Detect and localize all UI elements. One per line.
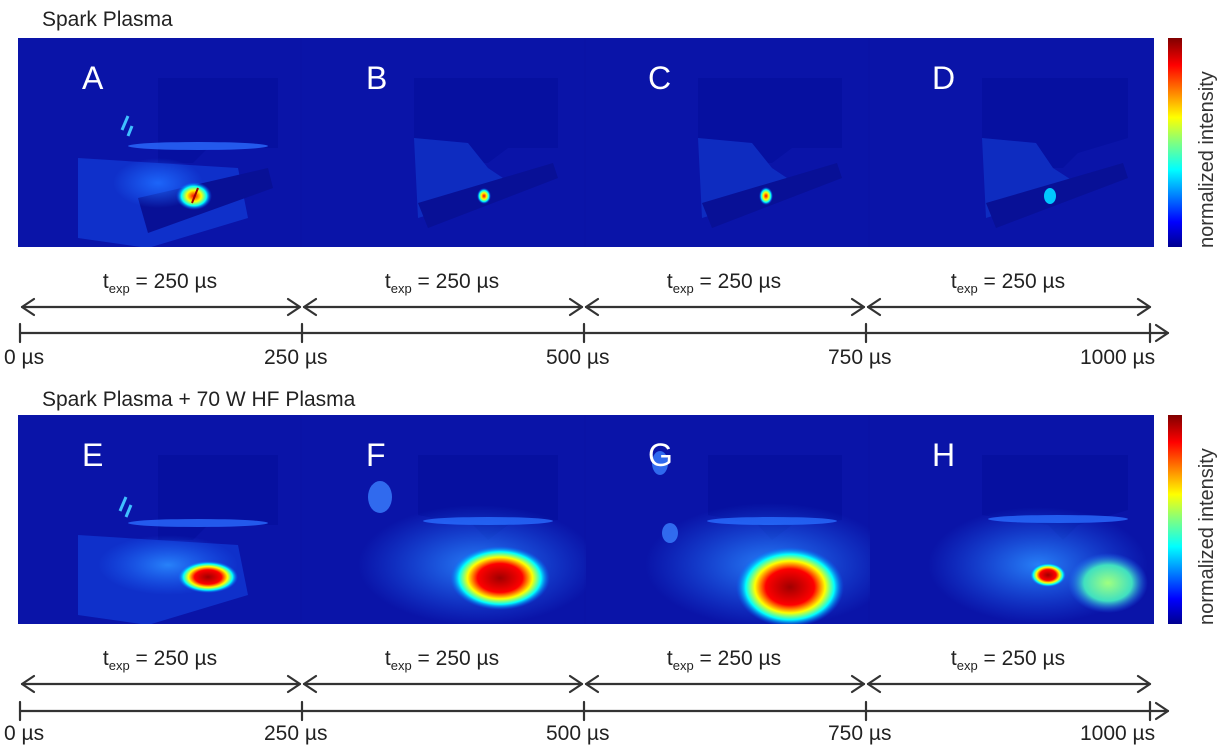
exposure-label-F: texp = 250 µs: [384, 647, 500, 673]
panel-label-G: G: [648, 437, 673, 473]
tick-label-250: 250 µs: [264, 346, 328, 369]
panel-A-image: [18, 38, 300, 247]
exposure-label-D: texp = 250 µs: [950, 270, 1066, 296]
tick-label-750: 750 µs: [828, 346, 892, 369]
panel-H-image: [870, 415, 1154, 624]
row-title-spark: Spark Plasma: [42, 8, 173, 31]
tick-label-500: 500 µs: [546, 722, 610, 745]
tick-label-500: 500 µs: [546, 346, 610, 369]
panel-label-F: F: [366, 437, 386, 473]
panel-label-D: D: [932, 60, 956, 96]
row-title-hf: Spark Plasma + 70 W HF Plasma: [42, 388, 356, 411]
panel-label-E: E: [82, 437, 104, 473]
panel-E-image: [18, 415, 300, 624]
colorbar-row-1: [1168, 38, 1182, 247]
panel-label-A: A: [82, 60, 104, 96]
exposure-label-A: texp = 250 µs: [102, 270, 218, 296]
image-strip-row-2: E F G H: [18, 415, 1154, 624]
panel-label-B: B: [366, 60, 388, 96]
tick-label-750: 750 µs: [828, 722, 892, 745]
tick-label-0: 0 µs: [4, 346, 45, 369]
tick-label-250: 250 µs: [264, 722, 328, 745]
exposure-label-E: texp = 250 µs: [102, 647, 218, 673]
panel-G-image: [586, 415, 895, 624]
tick-label-1000: 1000 µs: [1080, 346, 1156, 369]
tick-label-1000: 1000 µs: [1080, 722, 1156, 745]
exposure-label-G: texp = 250 µs: [666, 647, 782, 673]
panel-B-image: [302, 38, 584, 247]
panel-D-image: [870, 38, 1154, 247]
exposure-label-C: texp = 250 µs: [666, 270, 782, 296]
panel-label-H: H: [932, 437, 956, 473]
colorbar-row-2: [1168, 415, 1182, 624]
exposure-label-B: texp = 250 µs: [384, 270, 500, 296]
panel-label-C: C: [648, 60, 672, 96]
tick-label-0: 0 µs: [4, 722, 45, 745]
image-strip-row-1: A B C D: [18, 38, 1154, 247]
panel-F-image: [302, 415, 598, 624]
panel-C-image: [586, 38, 868, 247]
exposure-label-H: texp = 250 µs: [950, 647, 1066, 673]
